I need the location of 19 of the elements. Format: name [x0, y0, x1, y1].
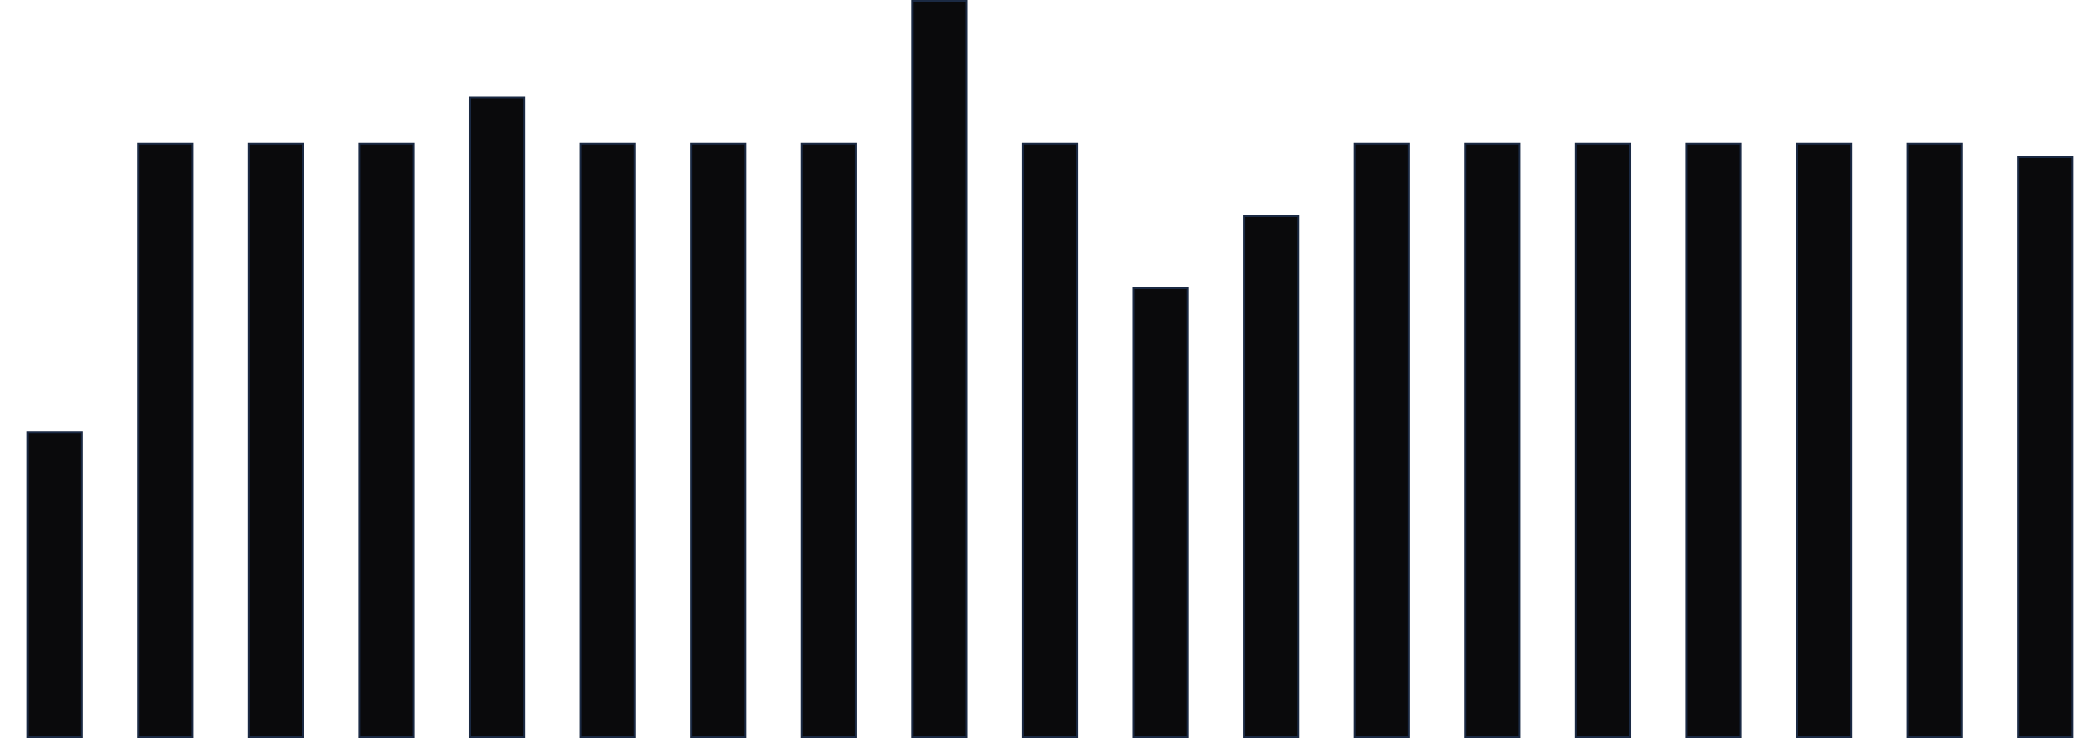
- bar: [1132, 287, 1189, 738]
- bar: [579, 142, 636, 738]
- bar: [1021, 142, 1079, 738]
- bar: [1243, 214, 1300, 738]
- bar: [137, 142, 194, 738]
- bar: [800, 142, 857, 738]
- bar: [1574, 142, 1632, 738]
- bar: [358, 142, 415, 738]
- bar: [911, 0, 968, 738]
- bar: [247, 142, 304, 738]
- bar: [1353, 142, 1410, 738]
- bar: [468, 96, 526, 738]
- bar: [1464, 142, 1521, 738]
- bar: [690, 142, 747, 738]
- bar: [1906, 142, 1963, 738]
- bar: [2017, 156, 2074, 738]
- bar: [26, 431, 83, 738]
- bar: [1685, 142, 1742, 738]
- bar: [1796, 142, 1853, 738]
